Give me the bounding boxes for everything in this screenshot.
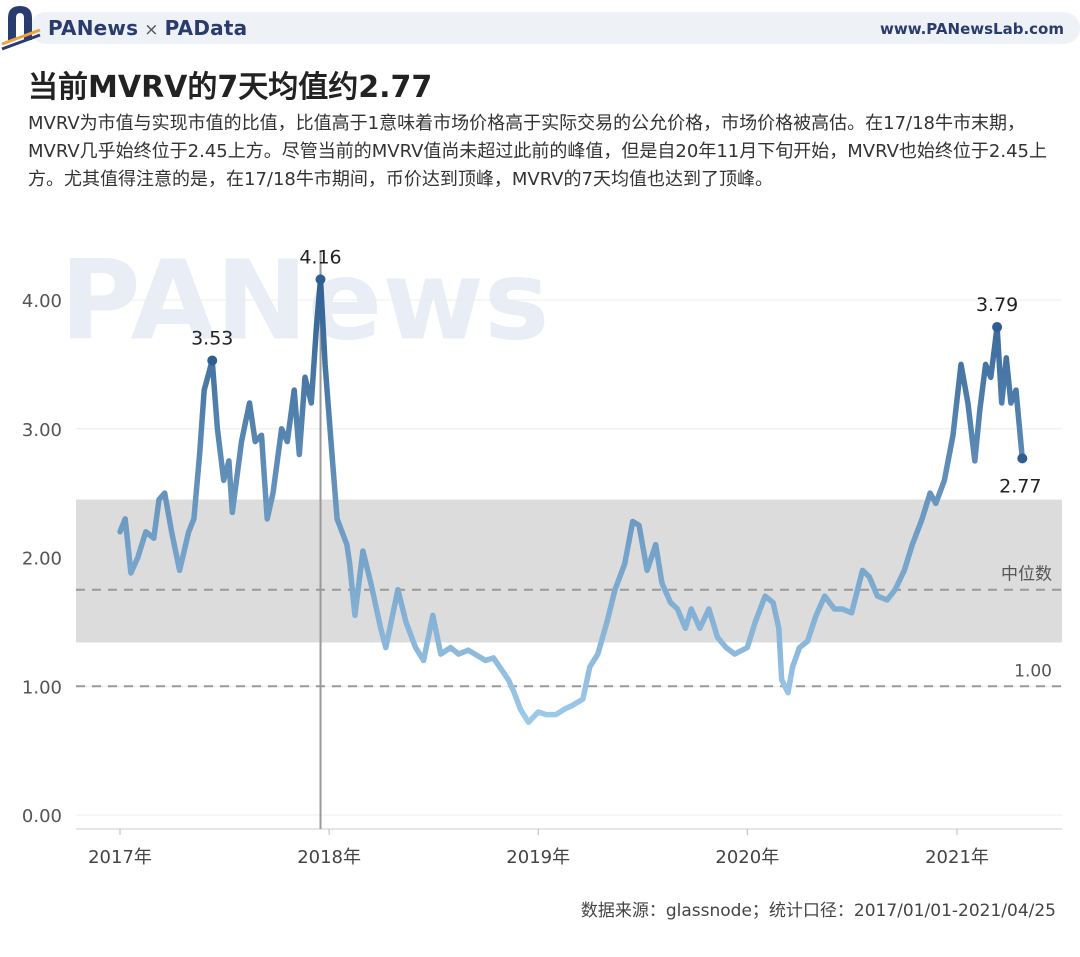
brand-panews: PANews xyxy=(48,16,139,40)
y-tick-label: 3.00 xyxy=(22,420,62,441)
mvrv-series-line xyxy=(117,276,1026,726)
watermark-panews: PANews xyxy=(60,240,549,365)
x-tick-label: 2018年 xyxy=(297,847,361,868)
data-source: 数据来源：glassnode；统计口径：2017/01/01-2021/04/2… xyxy=(580,901,1056,921)
reference-label: 中位数 xyxy=(1001,565,1052,585)
annotation-point xyxy=(315,274,326,285)
annotation-point xyxy=(207,355,218,366)
chart-description: MVRV为市值与实现市值的比值，比值高于1意味着市场价格高于实际交易的公允价格，… xyxy=(28,113,1047,190)
y-tick-label: 0.00 xyxy=(22,806,62,827)
annotation-point xyxy=(992,322,1003,333)
annotation-label: 3.53 xyxy=(191,328,233,350)
x-tick-label: 2017年 xyxy=(88,847,152,868)
x-tick-label: 2020年 xyxy=(715,847,779,868)
top-bar-background xyxy=(30,12,1080,44)
x-tick-label: 2021年 xyxy=(925,847,989,868)
brand-separator: × xyxy=(144,20,159,40)
annotation-label: 2.77 xyxy=(999,475,1041,497)
band-range xyxy=(76,499,1062,643)
top-bar: PANews × PAData www.PANewsLab.com xyxy=(0,0,1080,56)
brand-title: PANews × PAData xyxy=(48,16,247,40)
panews-logo-icon xyxy=(1,6,41,51)
annotation-label: 4.16 xyxy=(299,246,341,268)
page-title: 当前MVRV的7天均值约2.77 xyxy=(28,70,433,105)
y-tick-label: 4.00 xyxy=(22,291,62,312)
y-tick-label: 2.00 xyxy=(22,549,62,570)
annotation-point xyxy=(1017,453,1028,464)
brand-padata: PAData xyxy=(164,16,248,40)
y-tick-label: 1.00 xyxy=(22,677,62,698)
reference-label: 1.00 xyxy=(1014,661,1052,681)
mvrv-chart: PANewsPAData中位数1.000.001.002.003.004.002… xyxy=(22,240,1062,868)
site-url[interactable]: www.PANewsLab.com xyxy=(880,20,1064,38)
x-tick-label: 2019年 xyxy=(506,847,570,868)
annotation-label: 3.79 xyxy=(976,294,1018,316)
